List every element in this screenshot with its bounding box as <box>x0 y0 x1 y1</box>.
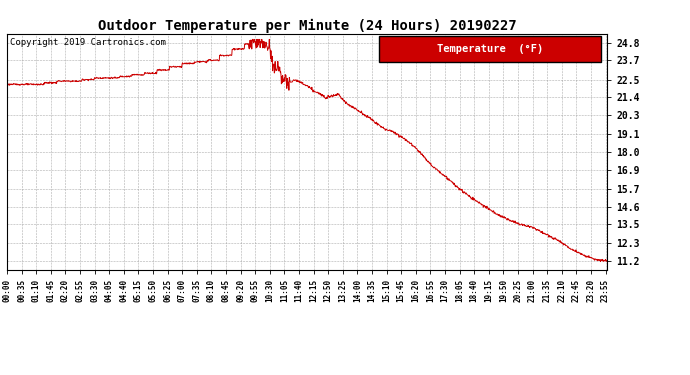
Text: Temperature  (°F): Temperature (°F) <box>437 44 543 54</box>
Title: Outdoor Temperature per Minute (24 Hours) 20190227: Outdoor Temperature per Minute (24 Hours… <box>98 18 516 33</box>
Bar <box>379 36 601 62</box>
Text: Copyright 2019 Cartronics.com: Copyright 2019 Cartronics.com <box>10 39 166 48</box>
